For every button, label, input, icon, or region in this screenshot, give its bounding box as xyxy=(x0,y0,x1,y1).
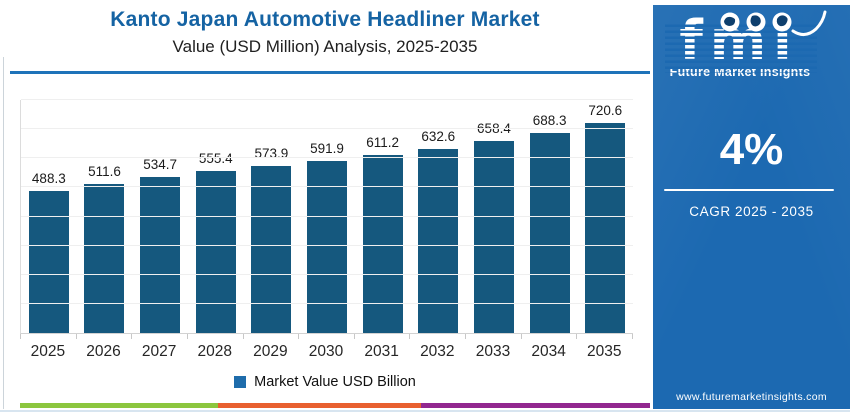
bar-column-2026: 511.6 xyxy=(77,164,133,333)
bar-value-label: 688.3 xyxy=(532,112,567,128)
x-tick-label: 2026 xyxy=(86,343,121,360)
fmi-sidebar: fmi Future Market Insights 4% CAGR 2025 … xyxy=(653,5,850,409)
x-tick-label: 2025 xyxy=(30,343,66,360)
x-tick-label: 2029 xyxy=(253,343,288,360)
axis-tick xyxy=(520,334,522,339)
cagr-label: CAGR 2025 - 2035 xyxy=(689,204,814,219)
chart-title: Kanto Japan Automotive Headliner Market xyxy=(110,8,540,31)
bar-column-2029: 573.9 xyxy=(244,146,300,333)
axis-tick xyxy=(465,334,466,339)
chart-legend: Market Value USD Billion xyxy=(0,374,650,390)
bar-value-label: 591.9 xyxy=(310,140,344,156)
bar-column-2028: 555.4 xyxy=(188,151,244,333)
axis-tick xyxy=(186,334,188,339)
bar-column-2032: 632.6 xyxy=(410,129,466,333)
gridline xyxy=(21,244,633,246)
gridline xyxy=(21,99,633,100)
gridline xyxy=(21,157,633,159)
plot-area: 488.3 511.6 534.7 555.4 573.9 591.9 611.2 632.6… xyxy=(20,99,633,334)
strip-segment-purple xyxy=(421,403,650,408)
title-divider-rule xyxy=(10,71,650,74)
bar-column-2025: 488.3 xyxy=(21,171,77,333)
axis-tick xyxy=(298,334,300,339)
chart-subtitle: Value (USD Million) Analysis, 2025-2035 xyxy=(172,37,478,56)
bar-value-label: 632.6 xyxy=(421,128,456,144)
bar-column-2030: 591.9 xyxy=(299,141,355,333)
footer-color-strip xyxy=(20,403,650,408)
x-tick-label: 2027 xyxy=(141,343,177,360)
bar-value-label: 534.7 xyxy=(143,157,177,173)
bar-value-label: 511.6 xyxy=(88,164,121,179)
axis-tick xyxy=(409,334,411,339)
bar-2028[interactable] xyxy=(195,171,236,333)
bar-column-2033: 658.4 xyxy=(466,121,522,333)
bar-value-label: 720.6 xyxy=(588,103,623,119)
bar-2029[interactable] xyxy=(251,165,292,333)
cagr-divider xyxy=(664,189,834,191)
fmi-logo-stripes xyxy=(665,21,817,73)
x-tick-label: 2031 xyxy=(364,343,399,360)
bar-2025[interactable] xyxy=(28,190,69,333)
bar-column-2034: 688.3 xyxy=(522,113,578,333)
gridline xyxy=(21,273,633,275)
chart-frame-left-edge xyxy=(3,57,4,409)
fmi-logo: fmi xyxy=(665,14,817,73)
bar-2035[interactable] xyxy=(585,123,626,333)
strip-segment-green xyxy=(20,403,218,408)
axis-tick xyxy=(576,334,578,339)
bar-value-label: 488.3 xyxy=(31,170,66,186)
axis-tick xyxy=(631,334,633,339)
legend-swatch-icon xyxy=(234,376,247,388)
axis-tick xyxy=(131,334,133,339)
bar-2034[interactable] xyxy=(529,132,570,333)
bar-2026[interactable] xyxy=(84,184,125,333)
bars-row: 488.3 511.6 534.7 555.4 573.9 591.9 611.2 632.6… xyxy=(21,100,633,333)
x-tick-label: 2034 xyxy=(531,343,566,360)
legend-label: Market Value USD Billion xyxy=(254,374,416,390)
x-axis-ticks xyxy=(20,334,633,339)
x-tick-label: 2033 xyxy=(475,343,511,360)
bar-column-2035: 720.6 xyxy=(577,103,633,333)
website-link[interactable]: www.futuremarketinsights.com xyxy=(676,391,827,403)
x-tick-label: 2035 xyxy=(586,343,622,360)
bar-2027[interactable] xyxy=(140,177,181,333)
strip-segment-orange xyxy=(218,403,421,408)
axis-tick xyxy=(75,334,77,339)
bar-2030[interactable] xyxy=(307,160,348,333)
gridline xyxy=(21,128,633,130)
bar-value-label: 555.4 xyxy=(198,151,233,167)
bar-2032[interactable] xyxy=(418,148,459,333)
axis-tick xyxy=(20,334,21,339)
gridline xyxy=(21,215,633,217)
bottom-border-line xyxy=(0,410,850,412)
bar-2033[interactable] xyxy=(473,141,514,333)
bar-value-label: 573.9 xyxy=(254,145,289,161)
bar-column-2027: 534.7 xyxy=(132,157,188,333)
x-axis-labels: 2025 2026 2027 2028 2029 2030 2031 2032 2033 2034… xyxy=(20,343,632,361)
x-tick-label: 2032 xyxy=(420,343,455,360)
axis-tick xyxy=(353,334,355,339)
cagr-value: 4% xyxy=(719,125,784,174)
x-tick-label: 2028 xyxy=(197,343,232,360)
fmi-logo-globes-icon xyxy=(720,10,827,36)
x-tick-label: 2030 xyxy=(308,343,344,360)
gridline xyxy=(21,186,633,188)
gridline xyxy=(21,302,633,304)
axis-tick xyxy=(242,334,244,339)
bar-value-label: 611.2 xyxy=(366,135,400,150)
